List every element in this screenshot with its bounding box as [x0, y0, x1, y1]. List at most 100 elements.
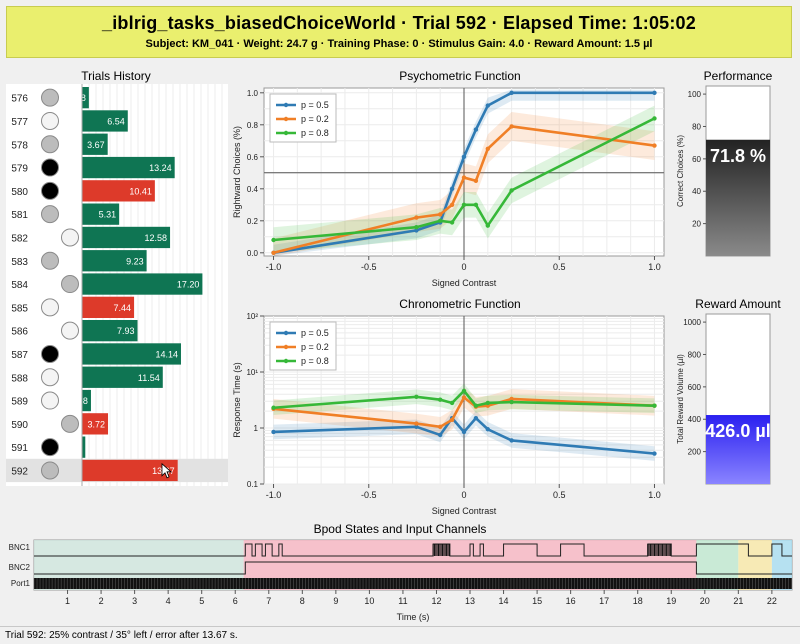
- data-point: [473, 127, 479, 132]
- x-tick-label: 9: [333, 596, 338, 606]
- data-point: [437, 424, 443, 430]
- x-tick-label: 0: [461, 490, 466, 500]
- x-tick-label: 3: [132, 596, 137, 606]
- trials-history-chart[interactable]: 576 0.98 577 6.54 578 3.67 579 13.24 580 10.41 581…: [6, 84, 228, 486]
- data-point: [461, 395, 467, 400]
- stimulus-marker: [41, 205, 59, 224]
- data-point: [437, 397, 443, 402]
- data-point: [652, 90, 657, 95]
- trial-number: 592: [11, 466, 28, 477]
- data-point: [485, 146, 491, 151]
- confidence-band: [273, 112, 655, 256]
- data-point: [271, 405, 276, 410]
- state-band: [771, 540, 792, 590]
- trial-number: 590: [11, 420, 28, 431]
- data-point: [414, 225, 419, 230]
- trial-number: 582: [11, 233, 28, 244]
- trials-history-title: Trials History: [81, 69, 151, 83]
- y-tick-label: 10²: [246, 312, 258, 321]
- data-point: [473, 178, 479, 183]
- stimulus-marker: [61, 275, 79, 294]
- x-tick-label: 13: [465, 596, 475, 606]
- data-point: [437, 212, 443, 217]
- x-tick-label: 18: [633, 596, 643, 606]
- data-point: [509, 90, 514, 95]
- value-label: 426.0 µl: [705, 421, 770, 441]
- x-axis-label: Signed Contrast: [432, 278, 497, 288]
- y-axis-label: Rightward Choices (%): [232, 126, 242, 218]
- x-tick-label: 6: [233, 596, 238, 606]
- x-tick-label: 10: [364, 596, 374, 606]
- response-time-bar: [82, 110, 128, 132]
- data-point: [473, 403, 479, 408]
- psychometric-title: Psychometric Function: [399, 69, 521, 83]
- legend: p = 0.5 p = 0.2 p = 0.8: [269, 321, 337, 371]
- legend-marker: [283, 116, 289, 122]
- data-point: [437, 218, 443, 223]
- trial-number: 583: [11, 257, 28, 268]
- data-point: [652, 403, 657, 408]
- response-time-label: 12.58: [145, 233, 168, 243]
- trial-number: 586: [11, 327, 28, 338]
- response-time-label: 13.24: [149, 163, 172, 173]
- confidence-band: [273, 89, 655, 256]
- legend-marker: [283, 130, 289, 136]
- data-point: [449, 202, 455, 207]
- trial-number: 580: [11, 187, 28, 198]
- x-tick-label: 1.0: [648, 490, 661, 500]
- response-time-label: 7.93: [117, 326, 135, 336]
- response-time-bar: [82, 87, 89, 109]
- data-point: [271, 429, 276, 435]
- y-tick-label: 10¹: [246, 368, 258, 377]
- trial-number: 587: [11, 350, 28, 361]
- x-tick-label: 22: [767, 596, 777, 606]
- y-axis-label: Response Time (s): [232, 362, 242, 438]
- stimulus-marker: [41, 88, 59, 107]
- data-point: [461, 202, 467, 207]
- data-point: [461, 388, 467, 394]
- y-tick-label: 1.0: [247, 89, 259, 98]
- stimulus-marker: [41, 438, 59, 457]
- legend-label: p = 0.2: [301, 342, 329, 352]
- legend-label: p = 0.8: [301, 356, 329, 366]
- legend-label: p = 0.5: [301, 328, 329, 338]
- x-tick-label: -1.0: [266, 262, 282, 272]
- bnc1-trace: [34, 543, 792, 557]
- stimulus-marker: [41, 461, 59, 480]
- response-time-bar: [82, 180, 155, 202]
- x-tick-label: -0.5: [361, 490, 377, 500]
- value-bar: [706, 415, 770, 484]
- stimulus-marker: [41, 298, 59, 317]
- stimulus-marker: [41, 251, 59, 270]
- data-point: [437, 432, 443, 438]
- y-tick-label: 400: [688, 415, 702, 424]
- chronometric-chart[interactable]: -1.0 -0.5 0 0.5 1.0 0.1 1 10¹ 10² Signed Contrast…: [228, 312, 674, 518]
- data-point: [509, 399, 514, 405]
- data-point: [449, 417, 455, 423]
- confidence-band: [273, 105, 655, 253]
- trial-number: 585: [11, 303, 28, 314]
- response-time-label: 11.54: [138, 373, 160, 383]
- trial-number: 584: [11, 280, 28, 291]
- response-time-label: 10.41: [129, 186, 152, 196]
- x-tick-label: 0: [461, 262, 466, 272]
- channel-label: BNC1: [9, 543, 31, 552]
- y-tick-label: 0.1: [247, 480, 259, 489]
- data-point: [485, 427, 491, 432]
- data-point: [473, 202, 479, 207]
- response-time-bar: [82, 250, 147, 272]
- channel-label: BNC2: [9, 563, 31, 572]
- data-point: [509, 396, 514, 402]
- chronometric-title: Chronometric Function: [399, 297, 521, 311]
- data-point: [473, 415, 479, 421]
- x-tick-label: 15: [532, 596, 542, 606]
- response-time-label: 0.98: [68, 93, 86, 103]
- data-point: [509, 124, 514, 129]
- response-time-label: 14.14: [155, 349, 178, 359]
- data-point: [485, 400, 491, 406]
- data-point: [271, 237, 276, 243]
- response-time-bar: [82, 133, 108, 155]
- confidence-band: [273, 383, 655, 416]
- psychometric-chart[interactable]: -1.0 -0.5 0 0.5 1.0 0.0 0.2 0.4 0.6 0.8 1.0 Signed …: [228, 84, 674, 290]
